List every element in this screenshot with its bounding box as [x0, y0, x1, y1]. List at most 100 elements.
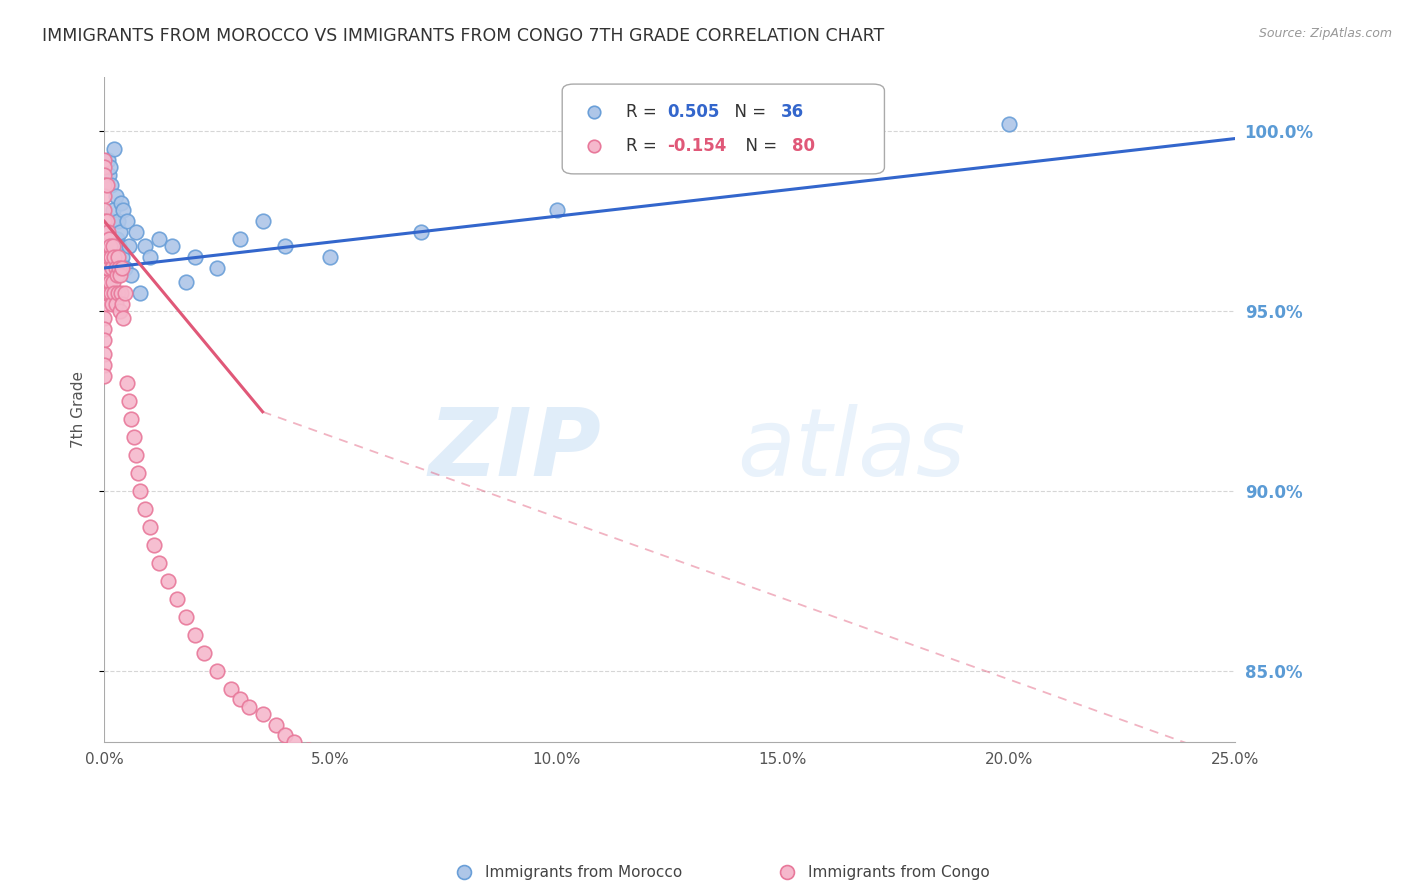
- Point: [101, 214, 124, 228]
- Point: [96, 250, 118, 264]
- Point: [174, 276, 197, 290]
- Point: [252, 706, 274, 721]
- Point: [97, 286, 120, 301]
- Point: [93, 358, 115, 372]
- Point: [115, 214, 138, 228]
- Y-axis label: 7th Grade: 7th Grade: [72, 371, 86, 449]
- Point: [93, 239, 115, 253]
- Point: [112, 203, 135, 218]
- Point: [229, 692, 252, 706]
- Point: [101, 260, 124, 275]
- Point: [93, 214, 115, 228]
- Point: [108, 268, 131, 282]
- Point: [998, 117, 1021, 131]
- Point: [104, 297, 127, 311]
- Point: [129, 483, 152, 498]
- Point: [108, 304, 131, 318]
- Point: [105, 232, 128, 246]
- Point: [160, 239, 183, 253]
- Text: atlas: atlas: [738, 404, 966, 495]
- Point: [104, 260, 127, 275]
- Point: [264, 717, 287, 731]
- Point: [107, 214, 129, 228]
- Point: [207, 664, 229, 678]
- Point: [103, 250, 125, 264]
- Text: ZIP: ZIP: [429, 404, 602, 496]
- Point: [110, 196, 132, 211]
- Point: [96, 286, 118, 301]
- Point: [93, 347, 115, 361]
- Point: [93, 322, 115, 336]
- Point: [148, 232, 170, 246]
- Point: [104, 189, 127, 203]
- Point: [96, 225, 118, 239]
- Point: [107, 286, 129, 301]
- Point: [114, 286, 136, 301]
- Point: [297, 742, 319, 756]
- Point: [156, 574, 179, 588]
- Point: [97, 153, 120, 168]
- Point: [100, 178, 122, 193]
- Point: [105, 268, 128, 282]
- Point: [103, 286, 125, 301]
- Point: [93, 333, 115, 347]
- Point: [107, 239, 129, 253]
- Point: [111, 297, 134, 311]
- Text: -0.154: -0.154: [668, 136, 727, 155]
- Point: [98, 239, 121, 253]
- Point: [409, 225, 432, 239]
- Text: Immigrants from Morocco: Immigrants from Morocco: [485, 865, 682, 880]
- Point: [114, 260, 136, 275]
- Point: [120, 268, 142, 282]
- Point: [129, 286, 152, 301]
- Point: [193, 646, 215, 660]
- Point: [103, 203, 125, 218]
- Point: [342, 772, 364, 786]
- Point: [103, 142, 125, 156]
- Point: [274, 239, 297, 253]
- Text: N =: N =: [735, 136, 783, 155]
- Point: [134, 239, 156, 253]
- Point: [97, 232, 120, 246]
- Point: [97, 168, 120, 182]
- Point: [93, 250, 115, 264]
- Point: [110, 286, 132, 301]
- Point: [174, 609, 197, 624]
- Point: [118, 394, 141, 409]
- Point: [97, 260, 120, 275]
- Text: 36: 36: [780, 103, 804, 121]
- Point: [143, 538, 166, 552]
- Point: [238, 699, 260, 714]
- Point: [98, 276, 121, 290]
- Text: 80: 80: [792, 136, 814, 155]
- FancyBboxPatch shape: [562, 84, 884, 174]
- Text: R =: R =: [626, 103, 662, 121]
- Point: [134, 501, 156, 516]
- Text: R =: R =: [626, 136, 662, 155]
- Point: [127, 466, 149, 480]
- Point: [138, 250, 160, 264]
- Point: [93, 168, 115, 182]
- Point: [122, 430, 145, 444]
- Point: [120, 412, 142, 426]
- Point: [184, 250, 207, 264]
- Point: [97, 225, 120, 239]
- Point: [184, 627, 207, 641]
- Point: [100, 286, 122, 301]
- Point: [93, 161, 115, 175]
- Point: [93, 297, 115, 311]
- Point: [319, 764, 342, 779]
- Point: [111, 260, 134, 275]
- Point: [125, 225, 148, 239]
- Point: [108, 225, 131, 239]
- Text: 0.505: 0.505: [668, 103, 720, 121]
- Point: [96, 214, 118, 228]
- Point: [93, 189, 115, 203]
- Point: [101, 297, 124, 311]
- Point: [274, 728, 297, 742]
- Point: [112, 311, 135, 326]
- Point: [93, 153, 115, 168]
- Text: Immigrants from Congo: Immigrants from Congo: [808, 865, 990, 880]
- Point: [103, 276, 125, 290]
- Point: [148, 556, 170, 570]
